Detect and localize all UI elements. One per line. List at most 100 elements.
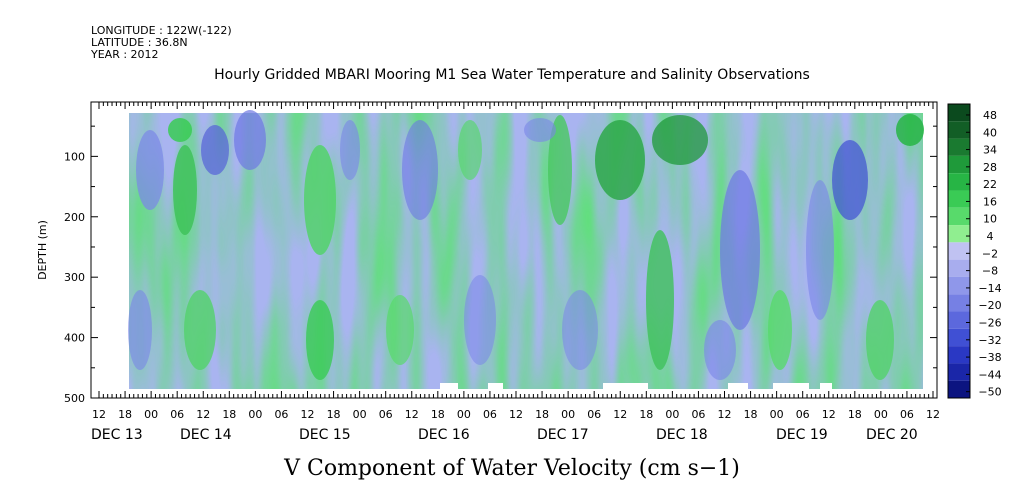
colorbar-label: −14: [978, 282, 1001, 295]
missing-data-gap: [603, 383, 648, 389]
heatmap-blob: [896, 114, 924, 146]
heatmap-blob: [340, 120, 360, 180]
x-date-label: DEC 20: [866, 427, 918, 443]
colorbar-label: −38: [978, 351, 1001, 364]
x-hour-label: 18: [639, 408, 653, 421]
colorbar-swatch: [948, 328, 970, 347]
heatmap-blob: [652, 115, 708, 165]
y-tick-label: 200: [64, 211, 85, 224]
y-tick-label: 300: [64, 271, 85, 284]
colorbar-swatch: [948, 363, 970, 381]
y-axis-label: DEPTH (m): [36, 220, 49, 280]
heatmap-blob: [234, 110, 266, 170]
heatmap-blob: [524, 118, 556, 142]
y-tick-label: 400: [64, 332, 85, 345]
x-hour-label: 06: [379, 408, 393, 421]
missing-data-gap: [488, 383, 503, 389]
heatmap-blobs: [128, 110, 924, 389]
x-hour-label: 00: [144, 408, 158, 421]
x-hour-label: 06: [274, 408, 288, 421]
heatmap-blob: [646, 230, 674, 370]
x-hour-label: 18: [222, 408, 236, 421]
colorbar-label: −50: [978, 386, 1001, 399]
x-hour-label: 12: [613, 408, 627, 421]
plot-area: [128, 110, 924, 389]
colorbar-label: 28: [983, 161, 997, 174]
colorbar-label: −20: [978, 299, 1001, 312]
x-axis: 12 18 00 06 12 18 00 06 12 18 00 06 12 18 00 06 12 18 00 06…: [91, 102, 940, 443]
x-date-label: DEC 14: [180, 427, 232, 443]
x-hour-label: 12: [92, 408, 106, 421]
y-axis: 100 200 300 400 500: [64, 125, 937, 405]
heatmap-blob: [704, 320, 736, 380]
x-hour-label: 18: [327, 408, 341, 421]
missing-data-gap: [773, 383, 809, 389]
heatmap-blob: [136, 130, 164, 210]
colorbar-swatch: [948, 294, 970, 312]
colorbar-label: −44: [978, 368, 1001, 381]
x-hour-label: 06: [483, 408, 497, 421]
colorbar-label: −32: [978, 334, 1001, 347]
heatmap-blob: [458, 120, 482, 180]
colorbar-swatch: [948, 225, 970, 243]
heatmap-blob: [201, 125, 229, 175]
x-hour-label: 00: [874, 408, 888, 421]
x-hour-label: 18: [118, 408, 132, 421]
x-axis-label: V Component of Water Velocity (cm s−1): [283, 456, 740, 481]
x-date-label: DEC 19: [776, 427, 828, 443]
x-date-label: DEC 17: [537, 427, 589, 443]
colorbar-label: 40: [983, 126, 997, 139]
plot-frame: [90, 101, 938, 399]
x-date-label: DEC 16: [418, 427, 470, 443]
y-tick-label: 100: [64, 150, 85, 163]
missing-data-gap: [728, 383, 748, 389]
colorbar: 48 40 34 28 22 16 10 4 −2 −8 −14 −20 −26 −32 −38 −44 −50: [947, 103, 1002, 399]
y-tick-label: 500: [64, 392, 85, 405]
heatmap-blob: [720, 170, 760, 330]
x-hour-label: 00: [457, 408, 471, 421]
x-hour-label: 18: [744, 408, 758, 421]
colorbar-swatch: [948, 155, 970, 174]
colorbar-swatch: [948, 121, 970, 139]
missing-data-gap: [440, 383, 458, 389]
heatmap-blob: [548, 115, 572, 225]
x-hour-label: 12: [301, 408, 315, 421]
x-hour-label: 06: [796, 408, 810, 421]
colorbar-swatch: [948, 242, 970, 260]
x-hour-label: 18: [431, 408, 445, 421]
heatmap-blob: [386, 295, 414, 365]
heatmap-blob: [866, 300, 894, 380]
x-hour-label: 12: [718, 408, 732, 421]
heatmap-blob: [304, 145, 336, 255]
colorbar-label: 34: [983, 144, 997, 157]
colorbar-label: 10: [983, 213, 997, 226]
heatmap-blob: [184, 290, 216, 370]
missing-data-gap: [820, 383, 832, 389]
chart-title: Hourly Gridded MBARI Mooring M1 Sea Wate…: [214, 67, 810, 83]
x-hour-label: 12: [822, 408, 836, 421]
x-hour-label: 12: [196, 408, 210, 421]
colorbar-label: −26: [978, 317, 1001, 330]
heatmap-blob: [595, 120, 645, 200]
x-hour-label: 18: [848, 408, 862, 421]
longitude-label: LONGITUDE : 122W(-122): [91, 24, 232, 37]
colorbar-swatch: [948, 311, 970, 329]
colorbar-label: 16: [983, 195, 997, 208]
colorbar-frame: [947, 103, 971, 399]
x-date-label: DEC 15: [299, 427, 351, 443]
heatmap-blob: [768, 290, 792, 370]
x-hour-label: 12: [509, 408, 523, 421]
heatmap-blob: [806, 180, 834, 320]
heatmap-blob: [168, 118, 192, 142]
colorbar-label: −2: [982, 247, 998, 260]
colorbar-swatch: [948, 104, 970, 122]
colorbar-swatch: [948, 207, 970, 226]
colorbar-swatch: [948, 138, 970, 156]
heatmap-blob: [128, 290, 152, 370]
x-hour-label: 12: [926, 408, 940, 421]
latitude-label: LATITUDE : 36.8N: [91, 36, 188, 49]
colorbar-label: 22: [983, 178, 997, 191]
heatmap-blob: [402, 120, 438, 220]
x-hour-label: 12: [405, 408, 419, 421]
